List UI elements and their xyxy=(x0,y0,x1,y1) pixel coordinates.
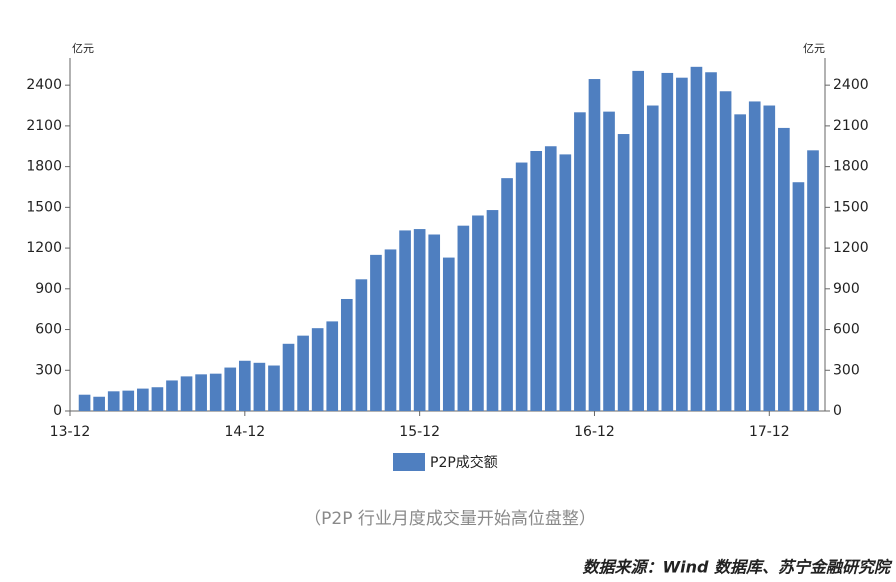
y2-tick-label: 1800 xyxy=(833,159,869,175)
y2-tick-label: 0 xyxy=(833,403,842,419)
bar xyxy=(603,111,615,411)
y2-tick-label: 600 xyxy=(833,322,860,338)
bar xyxy=(661,72,674,411)
bar xyxy=(107,391,120,411)
x-tick-label: 13-12 xyxy=(50,424,91,440)
bar xyxy=(399,230,411,411)
y-unit: 亿元 xyxy=(72,42,94,55)
bar xyxy=(457,225,470,411)
bar xyxy=(719,91,732,411)
y2-tick-label: 2400 xyxy=(833,77,869,93)
x-tick-label: 14-12 xyxy=(224,424,265,440)
bar xyxy=(646,105,659,412)
y-tick-label: 2100 xyxy=(26,118,62,134)
legend-label: P2P成交额 xyxy=(430,454,498,471)
bar xyxy=(224,367,237,411)
bar xyxy=(93,396,105,411)
bar xyxy=(690,66,703,411)
legend-swatch xyxy=(393,453,425,471)
bar xyxy=(137,388,149,411)
bar xyxy=(544,146,557,411)
y-tick-label: 1800 xyxy=(26,159,62,175)
bar xyxy=(78,394,91,411)
y-tick-label: 1200 xyxy=(26,240,62,256)
bar xyxy=(632,70,645,412)
y2-tick-label: 300 xyxy=(833,362,860,378)
y-tick-label: 900 xyxy=(35,281,62,297)
bar xyxy=(122,390,135,411)
y-tick-label: 300 xyxy=(35,362,62,378)
bar xyxy=(370,254,382,411)
bar xyxy=(209,373,222,411)
bar xyxy=(778,127,790,412)
x-tick-label: 17-12 xyxy=(749,424,790,440)
bar xyxy=(486,210,499,411)
y2-tick-label: 900 xyxy=(833,281,860,297)
x-tick-label: 15-12 xyxy=(399,424,440,440)
y2-unit: 亿元 xyxy=(803,42,825,55)
bar xyxy=(268,365,280,411)
bar xyxy=(763,105,776,412)
source: 数据来源：Wind 数据库、苏宁金融研究院 xyxy=(582,558,893,577)
bar xyxy=(195,374,207,411)
bar xyxy=(574,112,586,412)
bar xyxy=(355,279,368,411)
bar xyxy=(253,362,266,411)
bar xyxy=(588,79,601,412)
bar xyxy=(472,215,484,411)
bar xyxy=(428,234,441,411)
bar xyxy=(676,77,688,412)
y2-tick-label: 1500 xyxy=(833,199,869,215)
bar xyxy=(530,151,543,411)
bar xyxy=(340,298,353,411)
bar xyxy=(515,162,528,411)
bar xyxy=(807,150,819,412)
bar xyxy=(384,249,397,411)
y-tick-label: 2400 xyxy=(26,77,62,93)
x-tick-label: 16-12 xyxy=(574,424,615,440)
bar xyxy=(501,178,513,411)
bar xyxy=(559,154,572,411)
y-tick-label: 1500 xyxy=(26,199,62,215)
bar xyxy=(413,229,426,411)
bar xyxy=(238,360,251,411)
bar xyxy=(705,72,717,411)
bar xyxy=(792,182,805,411)
y2-tick-label: 1200 xyxy=(833,240,869,256)
bar xyxy=(326,321,339,411)
bar xyxy=(748,101,761,411)
bar xyxy=(297,335,309,411)
bar xyxy=(734,114,746,411)
y2-tick-label: 2100 xyxy=(833,118,869,134)
y-tick-label: 0 xyxy=(53,403,62,419)
bar xyxy=(282,343,295,411)
bar xyxy=(166,380,178,411)
bar xyxy=(311,328,324,411)
bar xyxy=(180,376,193,411)
bar xyxy=(151,387,164,411)
bar xyxy=(617,134,630,411)
caption: （P2P 行业月度成交量开始高位盘整） xyxy=(304,509,596,529)
y-tick-label: 600 xyxy=(35,322,62,338)
bar xyxy=(442,257,455,411)
